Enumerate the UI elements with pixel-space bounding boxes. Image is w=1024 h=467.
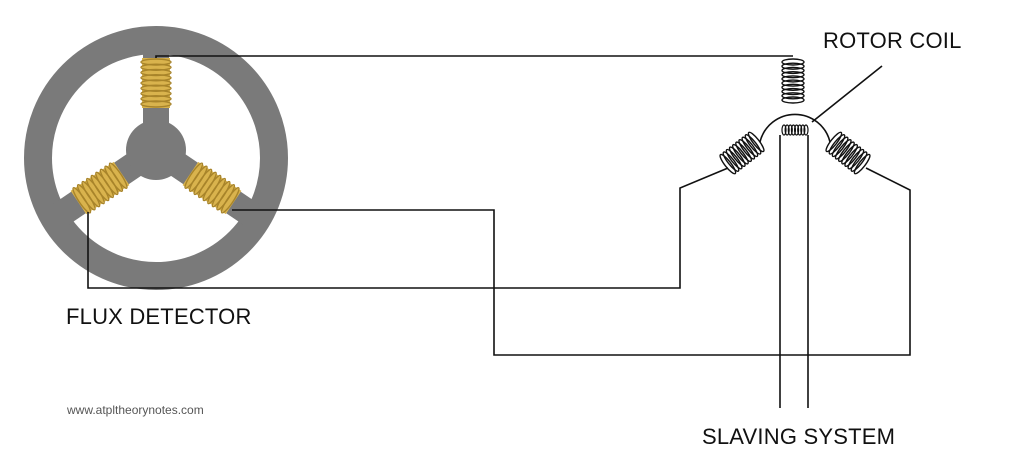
coil-winding: [220, 187, 240, 214]
coil-winding: [781, 87, 805, 96]
coil-winding: [140, 100, 172, 108]
coil-winding: [781, 66, 805, 75]
slaving-system-label: SLAVING SYSTEM: [702, 424, 896, 449]
coil-winding: [781, 58, 805, 66]
coil-winding: [735, 141, 753, 163]
stator-coil-top: [712, 55, 805, 104]
coil-winding: [825, 131, 843, 153]
website-watermark: www.atpltheorynotes.com: [67, 403, 204, 417]
coil-winding: [728, 146, 746, 168]
coil-winding: [781, 124, 787, 136]
slaving-system: [712, 55, 871, 175]
coil-winding: [140, 58, 172, 66]
coil-winding: [837, 141, 855, 163]
coil-winding: [803, 124, 809, 136]
coil-winding: [140, 68, 172, 77]
coil-winding: [719, 153, 737, 175]
rotor-coil: [781, 124, 809, 136]
coil-winding: [828, 134, 846, 155]
wire-top: [155, 55, 712, 58]
detector-coil-right: [182, 161, 242, 215]
flux-detector-label: FLUX DETECTOR: [66, 304, 252, 329]
coil-winding: [108, 162, 128, 189]
coil-winding: [834, 138, 852, 160]
coil-winding: [747, 131, 765, 153]
rotor-coil-label: ROTOR COIL: [823, 28, 962, 53]
coil-winding: [140, 63, 172, 71]
coil-winding: [850, 151, 868, 172]
detector-coil-left: [70, 161, 130, 215]
coil-winding: [800, 124, 806, 136]
coil-winding: [722, 151, 740, 172]
coil-winding: [140, 79, 172, 87]
stator-coil-right: [825, 131, 871, 175]
coil-winding: [790, 124, 797, 136]
coil-winding: [784, 124, 790, 136]
coil-winding: [781, 79, 805, 87]
coil-winding: [140, 74, 172, 82]
coil-winding: [841, 143, 859, 165]
coil-winding: [781, 92, 805, 100]
wiring: [87, 55, 911, 408]
coil-winding: [787, 124, 793, 136]
coil-winding: [793, 124, 800, 136]
coil-winding: [781, 83, 805, 92]
wire-right: [232, 167, 911, 356]
detector-hub: [126, 120, 186, 180]
coil-winding: [781, 62, 805, 70]
coil-winding: [844, 146, 862, 168]
coil-winding: [781, 70, 805, 79]
coil-winding: [725, 148, 743, 170]
detector-coil-top: [140, 58, 172, 108]
coil-winding: [738, 138, 756, 160]
wire-left: [87, 167, 729, 289]
coil-winding: [731, 143, 749, 165]
rotor-coil-pointer: [811, 65, 883, 123]
coil-winding: [744, 134, 762, 155]
coil-winding: [781, 75, 805, 83]
coil-winding: [797, 124, 803, 136]
flux-detector: [24, 26, 288, 290]
coil-winding: [140, 95, 172, 103]
stator-arc: [759, 113, 831, 143]
coil-winding: [781, 96, 805, 104]
coil-winding: [140, 84, 172, 92]
coil-winding: [847, 148, 865, 170]
coil-winding: [140, 89, 172, 98]
coil-winding: [853, 153, 871, 175]
coil-winding: [831, 136, 849, 158]
